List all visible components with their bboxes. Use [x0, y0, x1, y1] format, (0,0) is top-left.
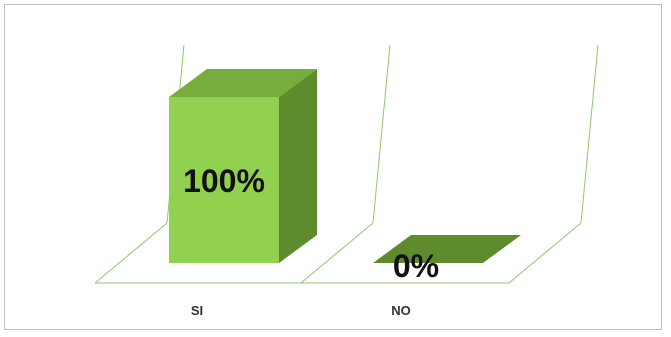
wall-divider-1	[372, 44, 391, 224]
wall-divider-2	[580, 44, 599, 224]
floor-divider-0	[94, 222, 168, 284]
category-label-no: NO	[391, 303, 411, 318]
bar-front-si	[169, 97, 279, 263]
bar-top-no	[373, 235, 521, 263]
floor-divider-2	[508, 222, 582, 284]
category-label-si: SI	[191, 303, 203, 318]
bar-side-si	[279, 69, 317, 263]
data-label-si: 100%	[183, 163, 265, 199]
chart-frame: 100% SI 0% NO	[4, 4, 662, 330]
bar-top-si	[169, 69, 317, 97]
floor-divider-1	[300, 222, 374, 284]
data-label-no: 0%	[393, 248, 439, 284]
